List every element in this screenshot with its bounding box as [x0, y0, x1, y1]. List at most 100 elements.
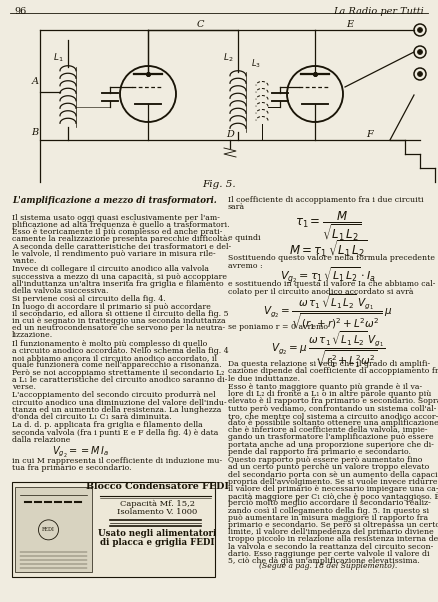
Text: a circuito anodico accordato. Nello schema della fig. 4: a circuito anodico accordato. Nello sche… [12, 347, 229, 355]
Text: gando un trasformatore l'amplificazione può essere: gando un trasformatore l'amplificazione … [228, 433, 434, 441]
Text: d'onda del circuito L₁ C₁ sarà diminuita.: d'onda del circuito L₁ C₁ sarà diminuita… [12, 413, 172, 421]
Text: L'accoppiamento del secondo circuito produrrà nel: L'accoppiamento del secondo circuito pro… [12, 391, 215, 400]
Text: portata anche ad una proporzione superiore che di-: portata anche ad una proporzione superio… [228, 441, 434, 448]
Text: $L_3$: $L_3$ [251, 58, 261, 70]
Circle shape [417, 28, 423, 33]
Text: 5, ciò che dà già un'amplificazione elevatissima.: 5, ciò che dà già un'amplificazione elev… [228, 557, 420, 565]
Text: F: F [367, 130, 373, 139]
Text: Da questa relazione si vede che il grado di amplifi-: Da questa relazione si vede che il grado… [228, 360, 430, 368]
Text: e quindi: e quindi [228, 234, 261, 242]
Text: in cui è segnato in tratteggio una seconda induttanza: in cui è segnato in tratteggio una secon… [12, 317, 226, 325]
Text: e sostituendo in questa il valore Ia che abbiamo cal-: e sostituendo in questa il valore Ia che… [228, 281, 435, 288]
Text: E: E [346, 20, 353, 29]
Text: (Segue a pag. 18 del Supplemento).: (Segue a pag. 18 del Supplemento). [259, 562, 397, 570]
Text: seconda valvola (fra i punti E e F della fig. 4) è data: seconda valvola (fra i punti E e F della… [12, 429, 219, 436]
Text: Capacità Mf. 15,2: Capacità Mf. 15,2 [120, 500, 195, 508]
Text: del secondario porta con sè un aumento della capacità: del secondario porta con sè un aumento d… [228, 471, 438, 479]
Text: cazione dipende dal coefficiente di accoppiamento fra: cazione dipende dal coefficiente di acco… [228, 367, 438, 376]
Text: tutto però vediamo, confrontando un sistema coll'al-: tutto però vediamo, confrontando un sist… [228, 405, 436, 412]
Text: vante.: vante. [12, 257, 36, 265]
Text: a L₁ le caratteristiche del circuito anodico saranno di-: a L₁ le caratteristiche del circuito ano… [12, 376, 227, 384]
Text: le valvole, il rendimento può variare in misura rile-: le valvole, il rendimento può variare in… [12, 250, 215, 258]
Text: $M = \tau_1\,\sqrt{L_1\,L_2}$: $M = \tau_1\,\sqrt{L_1\,L_2}$ [289, 238, 367, 259]
Text: può aumentare in misura maggiore il rapporto fra: può aumentare in misura maggiore il rapp… [228, 514, 428, 522]
Text: tro, che mentre col sistema a circuito anodico accor-: tro, che mentre col sistema a circuito a… [228, 412, 438, 420]
Text: se poniamo r = 0 avremo: se poniamo r = 0 avremo [228, 323, 328, 332]
Text: camente la realizzazione presenta parecchie difficoltà.: camente la realizzazione presenta parecc… [12, 235, 230, 243]
Text: Si perviene così al circuito della fig. 4.: Si perviene così al circuito della fig. … [12, 296, 166, 303]
Text: tua fra primario e secondario.: tua fra primario e secondario. [12, 464, 132, 473]
Text: $V_{g_2} = \mu\;\dfrac{\omega\,\tau_1\,\sqrt{L_1\,L_2}\;V_{g_1}}{\sqrt{r_1^2+L_1: $V_{g_2} = \mu\;\dfrac{\omega\,\tau_1\,\… [271, 330, 385, 370]
Bar [15, 488, 92, 573]
Text: $V_{g_2} = \tau_1\,\sqrt{L_1\,L_2}\cdot I_a$: $V_{g_2} = \tau_1\,\sqrt{L_1\,L_2}\cdot … [280, 266, 376, 287]
Text: colato per il circuito anodico accordato si avrà: colato per il circuito anodico accordato… [228, 287, 413, 296]
Text: Isolamento V. 1000: Isolamento V. 1000 [117, 508, 198, 517]
Text: pacità maggiore per C₁ ciò che è poco vantaggioso. È: pacità maggiore per C₁ ciò che è poco va… [228, 492, 438, 501]
Text: $\tau_1 = \dfrac{M}{\sqrt{L_1\,L_2}}$: $\tau_1 = \dfrac{M}{\sqrt{L_1\,L_2}}$ [295, 210, 361, 243]
Text: sarà: sarà [228, 203, 245, 211]
Text: Usato negli alimentatori: Usato negli alimentatori [99, 529, 217, 538]
Text: dalla relazione: dalla relazione [12, 436, 71, 444]
Text: $L_2$: $L_2$ [223, 51, 233, 63]
Text: ed un neutrocondensatore che servono per la neutra-: ed un neutrocondensatore che servono per… [12, 324, 225, 332]
Circle shape [417, 72, 423, 76]
Text: Blocco Condensatore FEDI: Blocco Condensatore FEDI [86, 482, 229, 491]
Text: ad un certo punto perchè un valore troppo elevato: ad un certo punto perchè un valore tropp… [228, 464, 429, 471]
Text: la valvola e secondo la reattanza del circuito secon-: la valvola e secondo la reattanza del ci… [228, 542, 433, 551]
Text: Il funzionamento è molto più complesso di quello: Il funzionamento è molto più complesso d… [12, 340, 207, 348]
Text: lore di L₂ di fronte a L₁ o in altre parole quanto più: lore di L₂ di fronte a L₁ o in altre par… [228, 390, 431, 398]
Text: Esso è teoricamente il più complesso ed anche prati-: Esso è teoricamente il più complesso ed … [12, 228, 223, 236]
Text: Sostituendo questo valore nella formula precedente: Sostituendo questo valore nella formula … [228, 254, 435, 262]
Text: noi abbiamo ancora il circuito anodico accordato, il: noi abbiamo ancora il circuito anodico a… [12, 354, 217, 362]
Bar [12, 482, 215, 577]
Text: propria dell'avvolgimento. Se si vuole invece ridurre: propria dell'avvolgimento. Se si vuole i… [228, 478, 438, 486]
Text: all'induttanza un'altra inserita fra griglia e filamento: all'induttanza un'altra inserita fra gri… [12, 280, 224, 288]
Text: troppo piccolo in relazione alla resistenza interna del-: troppo piccolo in relazione alla resiste… [228, 535, 438, 544]
Text: La Radio per Tutti: La Radio per Tutti [333, 7, 424, 16]
Text: 96: 96 [14, 7, 26, 16]
Text: A: A [32, 77, 39, 86]
Text: successiva a mezzo di una capacità, si può accoppiare: successiva a mezzo di una capacità, si p… [12, 273, 227, 281]
Text: Fig. 5.: Fig. 5. [202, 180, 236, 189]
Text: di placca e griglia FEDI: di placca e griglia FEDI [100, 538, 215, 547]
Text: perciò molto meglio accordare il secondario realiz-: perciò molto meglio accordare il seconda… [228, 500, 431, 507]
Text: B: B [32, 128, 39, 137]
Text: elevato è il rapporto fra primario e secondario. Soprat-: elevato è il rapporto fra primario e sec… [228, 397, 438, 405]
Text: avremo :: avremo : [228, 261, 263, 270]
Text: zando così il collegamento della fig. 5. In questo si: zando così il collegamento della fig. 5.… [228, 506, 429, 515]
Text: ttanza ed un aumento della resistenza. La lunghezza: ttanza ed un aumento della resistenza. L… [12, 406, 221, 414]
Text: Esso è tanto maggiore quanto più grande è il va-: Esso è tanto maggiore quanto più grande … [228, 383, 422, 391]
Text: FEDI: FEDI [42, 527, 55, 532]
Text: lizzazione.: lizzazione. [12, 331, 53, 340]
Text: il valore del primario è necessario impiegare una ca-: il valore del primario è necessario impi… [228, 485, 438, 493]
Text: Questo rapporto può essere però aumentato fino: Questo rapporto può essere però aumentat… [228, 456, 422, 464]
Text: circuito anodico una diminuzione del valore dell'indu-: circuito anodico una diminuzione del val… [12, 399, 226, 406]
Text: $V_{g_2} = = M\,I_a$: $V_{g_2} = = M\,I_a$ [52, 444, 109, 459]
Text: in cui M rappresenta il coefficiente di induzione mu-: in cui M rappresenta il coefficiente di … [12, 457, 222, 465]
Text: La d. d. p. applicata fra griglia e filamento della: La d. d. p. applicata fra griglia e fila… [12, 421, 203, 429]
Text: $L_1$: $L_1$ [53, 51, 63, 63]
Text: C: C [196, 20, 204, 29]
Text: plificazione ad alta frequenza è quello a trasformatori.: plificazione ad alta frequenza è quello … [12, 221, 230, 229]
Text: Il sistema usato oggi quasi esclusivamente per l'am-: Il sistema usato oggi quasi esclusivamen… [12, 214, 220, 222]
Text: Il coefficiente di accoppiamento fra i due circuiti: Il coefficiente di accoppiamento fra i d… [228, 196, 424, 204]
Text: il secondario, ed allora si ottiene il circuito della fig. 5: il secondario, ed allora si ottiene il c… [12, 310, 229, 318]
Text: Però se noi accoppiamo strettamente il secondario L₂: Però se noi accoppiamo strettamente il s… [12, 368, 224, 377]
Text: Invece di collegare il circuito anodico alla valvola: Invece di collegare il circuito anodico … [12, 265, 209, 273]
Text: che è inferiore al coefficiente della valvola, impie-: che è inferiore al coefficiente della va… [228, 426, 427, 434]
Text: limite, il valore dell'impedenza del primario diviene: limite, il valore dell'impedenza del pri… [228, 528, 434, 536]
Text: pende dal rapporto fra primario e secondario.: pende dal rapporto fra primario e second… [228, 448, 411, 456]
Text: verse.: verse. [12, 383, 36, 391]
Text: $V_{g_2} = \dfrac{\omega\,\tau_1\,\sqrt{L_1\,L_2}\;V_{g_1}}{\sqrt{(r_1+r)^2+L^2\: $V_{g_2} = \dfrac{\omega\,\tau_1\,\sqrt{… [263, 293, 393, 332]
Text: D: D [226, 130, 234, 139]
Text: dario. Esso raggiunge per certe valvole il valore di: dario. Esso raggiunge per certe valvole … [228, 550, 430, 558]
Text: primario e secondario. Se però si oltrepassa un certo: primario e secondario. Se però si oltrep… [228, 521, 438, 529]
Text: In luogo di accordare il primario si può accordare: In luogo di accordare il primario si può… [12, 303, 211, 311]
Text: L'amplificazione a mezzo di trasformatori.: L'amplificazione a mezzo di trasformator… [12, 196, 217, 205]
Text: le due induttanze.: le due induttanze. [228, 374, 300, 382]
Circle shape [417, 49, 423, 55]
Text: A seconda delle caratteristiche dei trasformatori e del-: A seconda delle caratteristiche dei tras… [12, 243, 231, 250]
Text: dato è possibile soltanto ottenere una amplificazione: dato è possibile soltanto ottenere una a… [228, 419, 438, 427]
Text: quale funzionerà come nell'apparecchio a risonanza.: quale funzionerà come nell'apparecchio a… [12, 361, 222, 370]
Text: della valvola successiva.: della valvola successiva. [12, 287, 109, 295]
